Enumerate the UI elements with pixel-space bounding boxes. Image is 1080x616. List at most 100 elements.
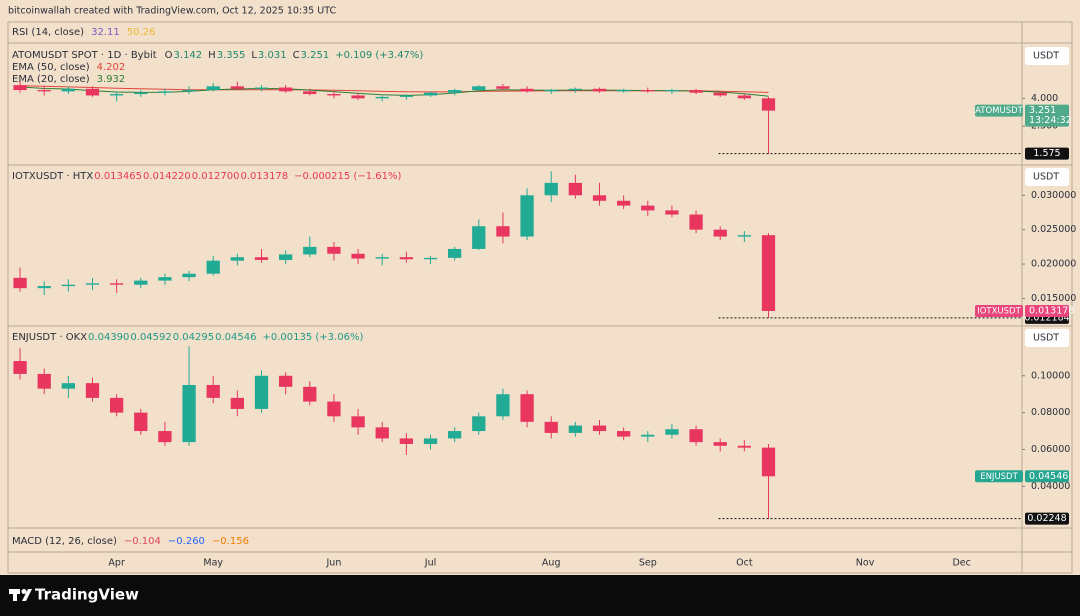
price-label-box <box>1025 104 1069 127</box>
candle-body <box>713 229 727 237</box>
candle-body <box>182 273 196 278</box>
candle-body <box>158 277 172 281</box>
candle-body <box>617 200 631 206</box>
footer-bar <box>0 575 1080 616</box>
legend-item: 0.04592 <box>130 332 171 343</box>
price-label: 0.04546 <box>1029 471 1068 482</box>
candle-body <box>206 384 220 398</box>
y-tick-label: 0.08000 <box>1031 407 1070 418</box>
candle-body <box>544 182 558 196</box>
legend-item: 0.04295 <box>173 332 214 343</box>
pane-legend: IOTXUSDT · HTX0.0134650.0142200.0127000.… <box>12 171 401 182</box>
candle-body <box>13 277 27 289</box>
indicator-legend: EMA (50, close) 4.202 <box>12 62 125 73</box>
candle-body <box>737 445 751 448</box>
legend-item: −0.104 <box>124 536 161 547</box>
candle-body <box>230 86 244 89</box>
candle-body <box>423 257 438 260</box>
candle-body <box>472 416 486 432</box>
currency-box <box>1025 47 1069 65</box>
candle-body <box>182 384 196 443</box>
candle-body <box>206 260 220 274</box>
macd-legend: MACD (12, 26, close) −0.104 −0.260 −0.156 <box>12 536 249 547</box>
symbol-label-box <box>975 470 1023 483</box>
legend-item: 0.014220 <box>143 171 191 182</box>
legend-item: ATOMUSDT SPOT · 1D · Bybit <box>12 50 157 61</box>
pane-legend: ATOMUSDT SPOT · 1D · Bybit O3.142 H3.355 L3… <box>12 50 423 61</box>
candle-body <box>592 425 607 432</box>
legend-item: ENJUSDT · OKX <box>12 332 87 343</box>
candle-body <box>351 253 365 259</box>
price-label: 3.251 <box>1029 105 1056 116</box>
time-label: Sep <box>639 558 657 569</box>
time-label: Jul <box>424 558 436 569</box>
candle-body <box>713 92 727 96</box>
legend-item: MACD (12, 26, close) <box>12 536 117 547</box>
candle-body <box>13 361 27 374</box>
candle-body <box>568 425 582 433</box>
price-label-box <box>1025 305 1069 318</box>
candle-body <box>110 397 124 413</box>
candle-body <box>303 246 317 255</box>
candle-body <box>254 87 269 89</box>
currency-box <box>1025 329 1069 347</box>
candle-body <box>37 286 51 289</box>
candle-body <box>641 90 655 92</box>
candle-body <box>182 90 196 92</box>
legend-item: 0.012700 <box>192 171 240 182</box>
y-tick-label: 0.10000 <box>1031 370 1070 381</box>
candle-body <box>448 431 462 439</box>
low-label-box <box>1025 512 1069 525</box>
candle-body <box>544 90 558 92</box>
price-label-box <box>1025 470 1069 483</box>
candle-body <box>713 442 727 446</box>
candle-body <box>37 90 51 92</box>
candle-body <box>592 195 607 201</box>
price-label: 0.013178 <box>1029 306 1074 317</box>
candle-body <box>134 280 148 285</box>
candle-body <box>134 92 148 95</box>
legend-item: 3.251 <box>301 50 330 61</box>
candle-body <box>279 254 293 260</box>
candle-body <box>230 397 244 409</box>
candle-body <box>520 394 534 422</box>
legend-item: 3.031 <box>258 50 287 61</box>
header: bitcoinwallah created with TradingView.c… <box>8 6 336 17</box>
symbol-label-box <box>975 305 1023 318</box>
legend-item: −0.000215 (−1.61%) <box>294 171 401 182</box>
legend-item: +0.00135 (+3.06%) <box>262 332 363 343</box>
candle-body <box>61 284 75 287</box>
candle-body <box>37 373 51 389</box>
candle-body <box>399 438 413 444</box>
candle-body <box>496 394 510 417</box>
legend-item: EMA (20, close) <box>12 74 90 85</box>
legend-item: 0.04390 <box>88 332 129 343</box>
candle-body <box>303 386 317 402</box>
legend-item: 3.142 <box>174 50 203 61</box>
candle-body <box>423 438 438 444</box>
candle-body <box>399 95 413 97</box>
candle-body <box>327 246 341 254</box>
candle-body <box>375 257 389 259</box>
time-label: Apr <box>108 558 125 569</box>
symbol-label: ATOMUSDT <box>975 106 1024 116</box>
legend-item: IOTXUSDT · HTX <box>12 171 93 182</box>
candle-body <box>110 94 124 96</box>
candle-body <box>158 91 172 93</box>
candle-body <box>158 431 172 443</box>
currency-box <box>1025 168 1069 186</box>
candle-body <box>85 283 100 285</box>
legend-item: H <box>208 50 216 61</box>
candle-body <box>230 257 244 261</box>
candle-body <box>327 94 341 96</box>
indicator-legend: EMA (20, close) 3.932 <box>12 74 125 85</box>
candle-body <box>520 88 534 92</box>
legend-item: 0.013465 <box>94 171 142 182</box>
y-tick-label: 0.025000 <box>1031 224 1076 235</box>
candle-body <box>737 95 751 99</box>
legend-item: C <box>293 50 300 61</box>
candle-body <box>327 401 341 417</box>
